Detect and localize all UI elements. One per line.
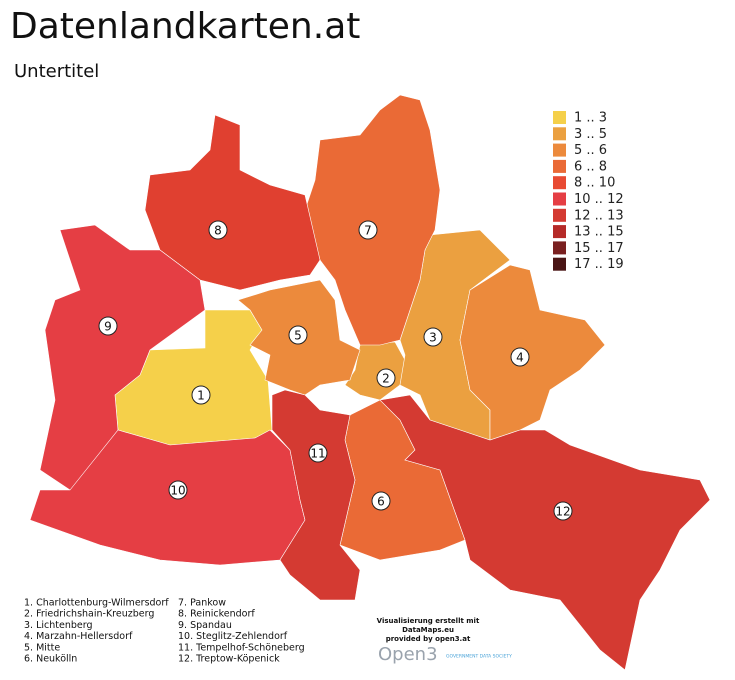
district-list-entry: 9. Spandau xyxy=(178,620,232,631)
legend-label: 6 .. 8 xyxy=(574,159,607,174)
legend-swatch xyxy=(553,159,566,173)
district-list-entry: 10. Steglitz-Zehlendorf xyxy=(178,631,288,642)
credit-line: provided by open3.at xyxy=(386,635,471,643)
district-number: 2 xyxy=(382,372,390,386)
district-marker xyxy=(208,220,228,240)
district xyxy=(379,394,711,671)
district-marker xyxy=(168,480,188,500)
legend-swatch xyxy=(553,192,566,206)
legend-swatch xyxy=(553,257,566,271)
district-marker xyxy=(376,368,396,388)
district-number: 10 xyxy=(170,484,185,498)
legend-swatch xyxy=(553,225,566,239)
legend-label: 13 .. 15 xyxy=(574,225,624,240)
district-list-entry: 11. Tempelhof-Schöneberg xyxy=(178,642,305,653)
logo-tagline: GOVERNMENT DATA SOCIETY xyxy=(446,654,512,660)
district-list-entry: 5. Mitte xyxy=(24,642,60,653)
subtitle: Untertitel xyxy=(14,61,99,82)
legend-swatch xyxy=(553,241,566,255)
legend-swatch xyxy=(553,208,566,222)
district-list-entry: 8. Reinickendorf xyxy=(178,609,255,620)
district-number: 6 xyxy=(377,495,385,509)
district-marker xyxy=(308,443,328,463)
district-number: 11 xyxy=(310,447,325,461)
credit-line: Visualisierung erstellt mit xyxy=(377,617,480,625)
title: Datenlandkarten.at xyxy=(10,6,360,47)
district-number: 5 xyxy=(294,329,302,343)
logo: Open3 xyxy=(378,644,438,665)
district-marker xyxy=(191,385,211,405)
district-list-entry: 7. Pankow xyxy=(178,598,226,609)
legend-label: 15 .. 17 xyxy=(574,241,624,256)
district-list-entry: 1. Charlottenburg-Wilmersdorf xyxy=(24,598,169,609)
district xyxy=(39,224,206,491)
district-number: 3 xyxy=(429,331,437,345)
legend-label: 3 .. 5 xyxy=(574,127,607,142)
legend-swatch xyxy=(553,143,566,157)
district-marker xyxy=(423,327,443,347)
district-number: 1 xyxy=(197,389,205,403)
districts xyxy=(29,94,711,671)
district-list-entry: 4. Marzahn-Hellersdorf xyxy=(24,631,133,642)
legend-label: 12 .. 13 xyxy=(574,208,624,223)
district-marker xyxy=(98,316,118,336)
legend-swatch xyxy=(553,127,566,141)
district-list-entry: 12. Treptow-Köpenick xyxy=(178,654,280,665)
legend-label: 1 .. 3 xyxy=(574,111,607,126)
district xyxy=(144,114,321,291)
district-number: 4 xyxy=(516,351,524,365)
district-marker xyxy=(553,501,573,521)
district-marker xyxy=(288,325,308,345)
legend-swatch xyxy=(553,111,566,124)
district xyxy=(459,264,606,441)
district-list-entry: 2. Friedrichshain-Kreuzberg xyxy=(24,609,154,620)
legend-label: 10 .. 12 xyxy=(574,192,624,207)
district-number: 12 xyxy=(555,505,570,519)
district xyxy=(271,389,361,601)
district xyxy=(304,94,441,346)
district-number: 9 xyxy=(104,320,112,334)
district-list-entry: 3. Lichtenberg xyxy=(24,620,93,631)
district-marker xyxy=(371,491,391,511)
legend-swatch xyxy=(553,176,566,190)
district-list-entry: 6. Neukölln xyxy=(24,654,77,665)
credit-line: DataMaps.eu xyxy=(402,626,454,634)
legend-label: 5 .. 6 xyxy=(574,143,607,158)
legend-label: 17 .. 19 xyxy=(574,257,624,272)
district-marker xyxy=(510,347,530,367)
district-number: 8 xyxy=(214,224,222,238)
district-number: 7 xyxy=(364,224,372,238)
district-marker xyxy=(358,220,378,240)
legend-label: 8 .. 10 xyxy=(574,176,615,191)
